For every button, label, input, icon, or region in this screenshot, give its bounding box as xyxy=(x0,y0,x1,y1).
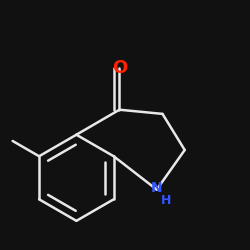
Text: H: H xyxy=(161,194,172,207)
Text: O: O xyxy=(112,59,127,77)
Text: N: N xyxy=(151,181,162,195)
